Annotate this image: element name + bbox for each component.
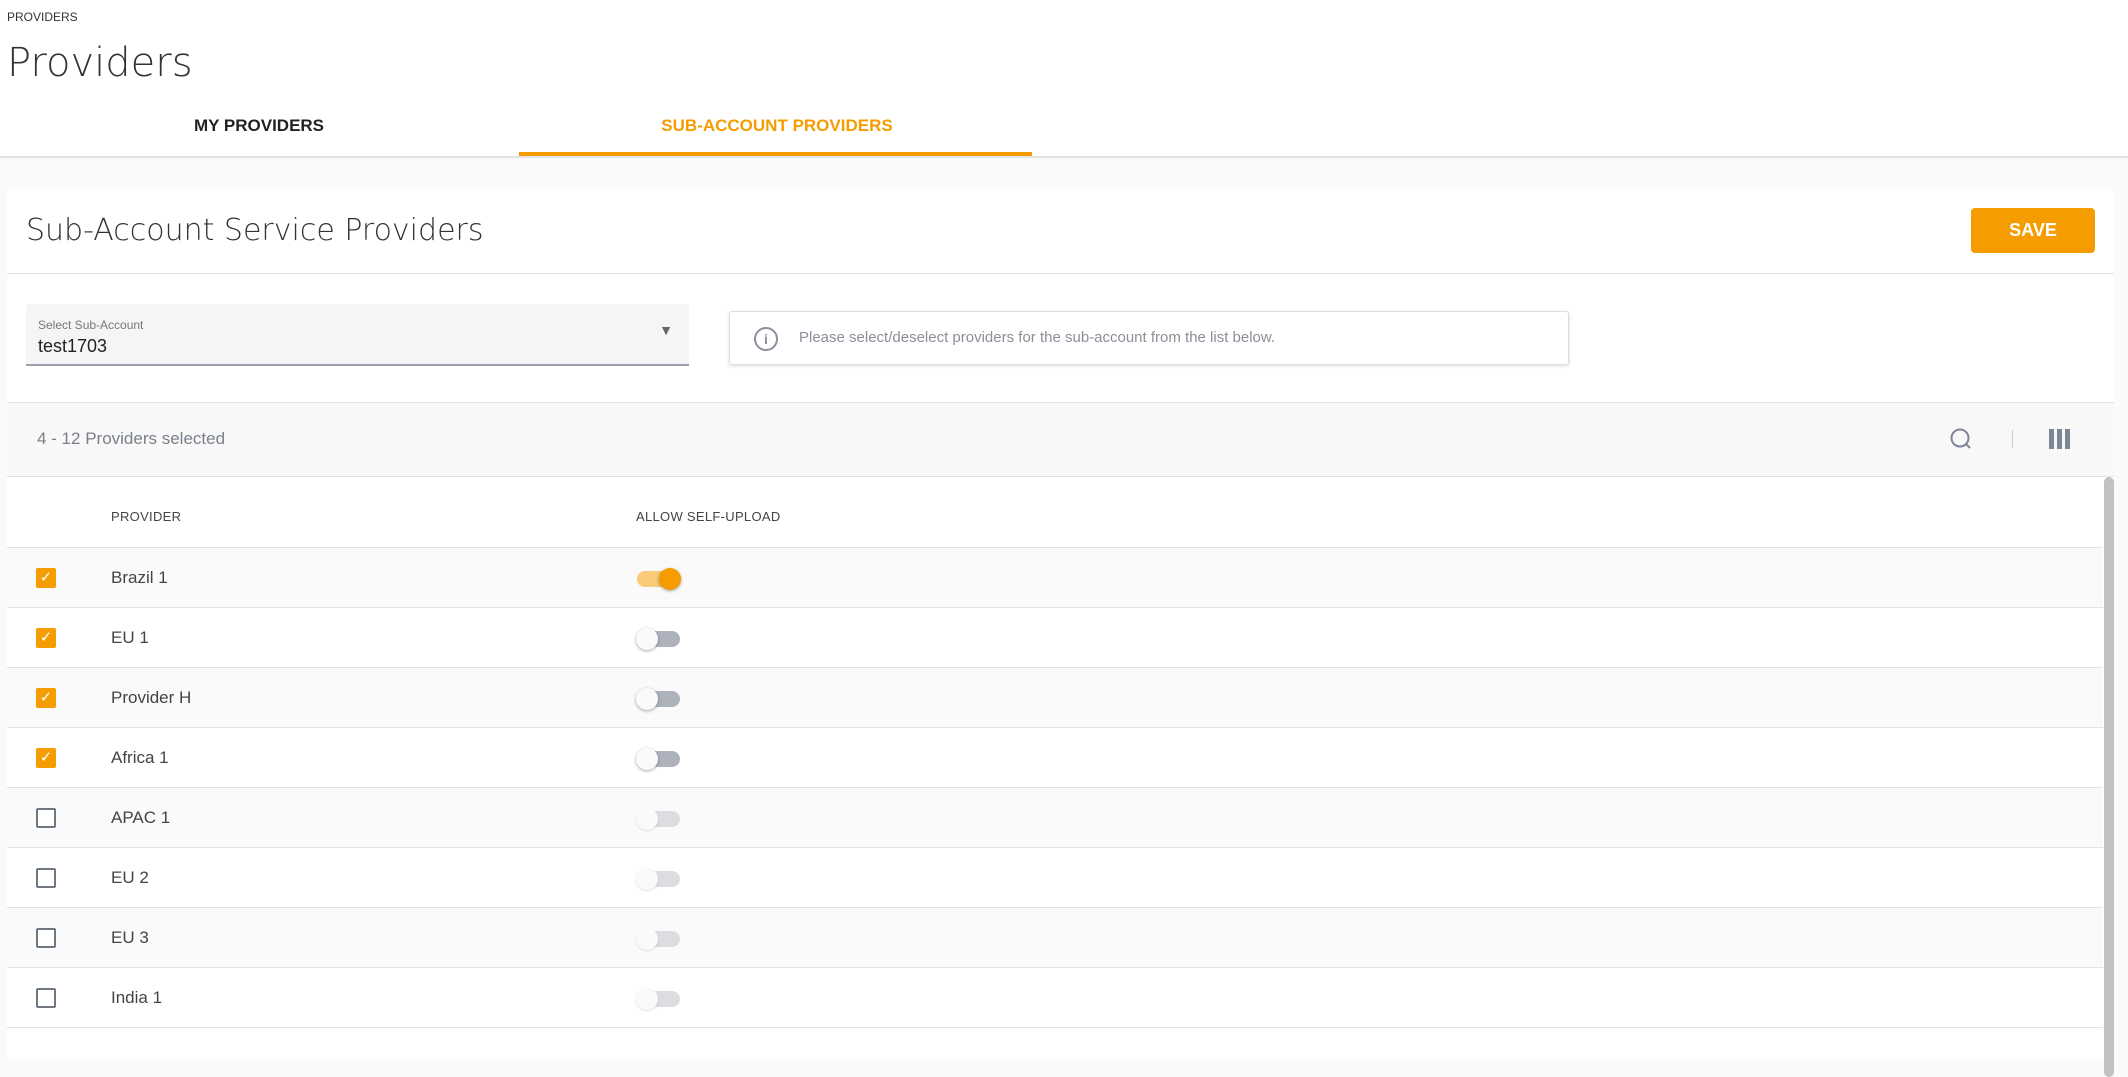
- info-icon: i: [754, 327, 778, 351]
- table-row[interactable]: ✓ Brazil 1: [7, 548, 2103, 608]
- select-value: test1703: [38, 336, 108, 356]
- row-checkbox[interactable]: ✓: [36, 748, 56, 768]
- self-upload-toggle: [636, 988, 681, 1010]
- self-upload-toggle[interactable]: [636, 568, 681, 590]
- columns-icon[interactable]: [2049, 429, 2070, 449]
- provider-name: EU 3: [111, 928, 149, 947]
- provider-name: APAC 1: [111, 808, 171, 827]
- row-checkbox[interactable]: [36, 808, 56, 828]
- row-checkbox[interactable]: [36, 928, 56, 948]
- divider: [7, 273, 2114, 274]
- info-banner: i Please select/deselect providers for t…: [729, 311, 1569, 365]
- provider-name: Brazil 1: [111, 568, 168, 587]
- self-upload-toggle[interactable]: [636, 628, 681, 650]
- table-row[interactable]: EU 2: [7, 848, 2103, 908]
- column-header-allow-self-upload[interactable]: ALLOW SELF-UPLOAD: [636, 509, 781, 524]
- self-upload-toggle: [636, 928, 681, 950]
- column-header-provider[interactable]: PROVIDER: [111, 509, 182, 524]
- chevron-down-icon: ▼: [659, 322, 673, 338]
- row-checkbox[interactable]: [36, 988, 56, 1008]
- info-text: Please select/deselect providers for the…: [799, 329, 1276, 346]
- table-row[interactable]: ✓ Africa 1: [7, 728, 2103, 788]
- table-row[interactable]: ✓ EU 1: [7, 608, 2103, 668]
- page-header: PROVIDERS Providers MY PROVIDERS SUB-ACC…: [0, 0, 2128, 158]
- provider-name: India 1: [111, 988, 163, 1007]
- breadcrumb: PROVIDERS: [7, 10, 78, 24]
- save-button[interactable]: SAVE: [1971, 208, 2095, 253]
- table-row[interactable]: EU 3: [7, 908, 2103, 968]
- search-icon[interactable]: [1949, 427, 1973, 451]
- provider-name: Provider H: [111, 688, 192, 707]
- table-toolbar: 4 - 12 Providers selected: [7, 402, 2114, 477]
- table-header: PROVIDER ALLOW SELF-UPLOAD: [7, 477, 2103, 548]
- sub-account-providers-card: Sub-Account Service Providers SAVE Selec…: [7, 189, 2114, 1077]
- toolbar-separator: [2012, 430, 2013, 448]
- card-title: Sub-Account Service Providers: [26, 213, 484, 248]
- self-upload-toggle[interactable]: [636, 748, 681, 770]
- self-upload-toggle[interactable]: [636, 688, 681, 710]
- page-title: Providers: [7, 40, 193, 86]
- table-row[interactable]: India 1: [7, 968, 2103, 1028]
- scrollbar[interactable]: [2104, 477, 2114, 1077]
- row-checkbox[interactable]: ✓: [36, 688, 56, 708]
- row-checkbox[interactable]: ✓: [36, 568, 56, 588]
- table-row[interactable]: ✓ Provider H: [7, 668, 2103, 728]
- provider-name: Africa 1: [111, 748, 169, 767]
- table-row[interactable]: APAC 1: [7, 788, 2103, 848]
- select-label: Select Sub-Account: [38, 318, 144, 332]
- self-upload-toggle: [636, 808, 681, 830]
- row-checkbox[interactable]: [36, 868, 56, 888]
- sub-account-select[interactable]: Select Sub-Account test1703 ▼: [26, 304, 689, 366]
- provider-name: EU 2: [111, 868, 149, 887]
- tab-my-providers[interactable]: MY PROVIDERS: [193, 116, 325, 135]
- tab-sub-account-providers[interactable]: SUB-ACCOUNT PROVIDERS: [661, 116, 893, 135]
- row-checkbox[interactable]: ✓: [36, 628, 56, 648]
- selection-count: 4 - 12 Providers selected: [37, 429, 226, 448]
- self-upload-toggle: [636, 868, 681, 890]
- active-tab-indicator: [519, 152, 1032, 156]
- provider-name: EU 1: [111, 628, 149, 647]
